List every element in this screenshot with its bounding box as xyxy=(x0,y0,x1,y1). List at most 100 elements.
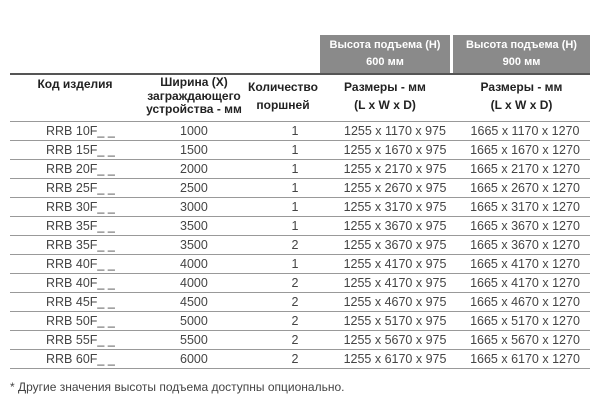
cell-code: RRB 10F_ _ xyxy=(10,121,138,141)
group-header-title: Высота подъема (H) xyxy=(329,39,441,51)
cell-pistons: 1 xyxy=(260,216,330,236)
cell-pistons: 2 xyxy=(260,349,330,369)
cell-code: RRB 40F_ _ xyxy=(10,273,138,293)
cell-dims-600: 1255 x 5670 x 975 xyxy=(330,330,460,350)
cell-width: 5000 xyxy=(138,311,260,331)
cell-code: RRB 45F_ _ xyxy=(10,292,138,312)
table-row: RRB 50F_ _ 5000 2 1255 x 5170 x 975 1665 x 5… xyxy=(10,311,590,331)
footnote: * Другие значения высоты подъема доступн… xyxy=(10,380,345,394)
table-row: RRB 45F_ _ 4500 2 1255 x 4670 x 975 1665 x 4… xyxy=(10,292,590,312)
cell-code: RRB 40F_ _ xyxy=(10,254,138,274)
cell-pistons: 2 xyxy=(260,330,330,350)
cell-dims-600: 1255 x 6170 x 975 xyxy=(330,349,460,369)
cell-dims-900: 1665 x 6170 x 1270 xyxy=(460,349,590,369)
cell-code: RRB 55F_ _ xyxy=(10,330,138,350)
cell-dims-600: 1255 x 3670 x 975 xyxy=(330,216,460,236)
group-header-height: 600 мм xyxy=(366,56,404,68)
cell-pistons: 1 xyxy=(260,254,330,274)
cell-pistons: 1 xyxy=(260,197,330,217)
cell-width: 2000 xyxy=(138,159,260,179)
cell-width: 1500 xyxy=(138,140,260,160)
cell-width: 1000 xyxy=(138,121,260,141)
cell-dims-600: 1255 x 3670 x 975 xyxy=(330,235,460,255)
product-table: RRB 10F_ _ 1000 1 1255 x 1170 x 975 1665 x 1… xyxy=(10,121,590,369)
cell-width: 6000 xyxy=(138,349,260,369)
cell-dims-900: 1665 x 3670 x 1270 xyxy=(460,216,590,236)
cell-width: 4000 xyxy=(138,273,260,293)
col-header-line: Ширина (X) xyxy=(160,75,228,89)
cell-width: 4500 xyxy=(138,292,260,312)
table-row: RRB 35F_ _ 3500 2 1255 x 3670 x 975 1665 x 3… xyxy=(10,235,590,255)
col-header-dims-600: Размеры - мм (L x W x D) xyxy=(320,78,450,114)
table-row: RRB 20F_ _ 2000 1 1255 x 2170 x 975 1665 x 2… xyxy=(10,159,590,179)
group-header-title: Высота подъема (H) xyxy=(466,39,577,51)
cell-dims-900: 1665 x 4170 x 1270 xyxy=(460,254,590,274)
cell-dims-900: 1665 x 3670 x 1270 xyxy=(460,235,590,255)
col-header-line: Размеры - мм xyxy=(344,80,426,94)
col-header-line: (L x W x D) xyxy=(354,98,416,112)
cell-width: 3500 xyxy=(138,235,260,255)
cell-dims-900: 1665 x 2670 x 1270 xyxy=(460,178,590,198)
cell-code: RRB 15F_ _ xyxy=(10,140,138,160)
cell-dims-600: 1255 x 2170 x 975 xyxy=(330,159,460,179)
cell-dims-900: 1665 x 4670 x 1270 xyxy=(460,292,590,312)
cell-dims-600: 1255 x 3170 x 975 xyxy=(330,197,460,217)
cell-pistons: 2 xyxy=(260,311,330,331)
table-row: RRB 15F_ _ 1500 1 1255 x 1670 x 975 1665 x 1… xyxy=(10,140,590,160)
table-row: RRB 55F_ _ 5500 2 1255 x 5670 x 975 1665 x 5… xyxy=(10,330,590,350)
cell-pistons: 2 xyxy=(260,235,330,255)
cell-dims-900: 1665 x 4170 x 1270 xyxy=(460,273,590,293)
cell-code: RRB 20F_ _ xyxy=(10,159,138,179)
cell-dims-600: 1255 x 1670 x 975 xyxy=(330,140,460,160)
cell-pistons: 1 xyxy=(260,159,330,179)
cell-dims-900: 1665 x 5670 x 1270 xyxy=(460,330,590,350)
cell-pistons: 1 xyxy=(260,140,330,160)
cell-dims-600: 1255 x 1170 x 975 xyxy=(330,121,460,141)
cell-width: 5500 xyxy=(138,330,260,350)
cell-dims-600: 1255 x 4170 x 975 xyxy=(330,273,460,293)
cell-code: RRB 30F_ _ xyxy=(10,197,138,217)
col-header-line: устройства - мм xyxy=(146,102,242,116)
table-row: RRB 40F_ _ 4000 2 1255 x 4170 x 975 1665 x 4… xyxy=(10,273,590,293)
cell-code: RRB 25F_ _ xyxy=(10,178,138,198)
cell-dims-600: 1255 x 4170 x 975 xyxy=(330,254,460,274)
cell-dims-600: 1255 x 2670 x 975 xyxy=(330,178,460,198)
cell-width: 3000 xyxy=(138,197,260,217)
cell-dims-900: 1665 x 2170 x 1270 xyxy=(460,159,590,179)
cell-pistons: 2 xyxy=(260,273,330,293)
cell-pistons: 1 xyxy=(260,121,330,141)
cell-dims-600: 1255 x 5170 x 975 xyxy=(330,311,460,331)
col-header-line: заграждающего xyxy=(147,88,241,103)
cell-width: 4000 xyxy=(138,254,260,274)
cell-dims-600: 1255 x 4670 x 975 xyxy=(330,292,460,312)
cell-dims-900: 1665 x 1670 x 1270 xyxy=(460,140,590,160)
group-header-height: 900 мм xyxy=(502,56,541,68)
col-header-line: Размеры - мм xyxy=(480,80,563,94)
group-header-900: Высота подъема (H) 900 мм xyxy=(453,35,590,73)
header-rule xyxy=(10,73,590,75)
cell-pistons: 2 xyxy=(260,292,330,312)
table-row: RRB 30F_ _ 3000 1 1255 x 3170 x 975 1665 x 3… xyxy=(10,197,590,217)
cell-width: 2500 xyxy=(138,178,260,198)
cell-dims-900: 1665 x 3170 x 1270 xyxy=(460,197,590,217)
group-header-600: Высота подъема (H) 600 мм xyxy=(320,35,450,73)
cell-dims-900: 1665 x 1170 x 1270 xyxy=(460,121,590,141)
col-header-line: Количество xyxy=(248,80,318,94)
cell-dims-900: 1665 x 5170 x 1270 xyxy=(460,311,590,331)
cell-code: RRB 60F_ _ xyxy=(10,349,138,369)
table-row: RRB 40F_ _ 4000 1 1255 x 4170 x 975 1665 x 4… xyxy=(10,254,590,274)
table-row: RRB 35F_ _ 3500 1 1255 x 3670 x 975 1665 x 3… xyxy=(10,216,590,236)
cell-code: RRB 50F_ _ xyxy=(10,311,138,331)
table-row: RRB 25F_ _ 2500 1 1255 x 2670 x 975 1665 x 2… xyxy=(10,178,590,198)
cell-code: RRB 35F_ _ xyxy=(10,216,138,236)
col-header-width: Ширина (X) заграждающего устройства - мм xyxy=(138,75,250,117)
cell-code: RRB 35F_ _ xyxy=(10,235,138,255)
table-row: RRB 60F_ _ 6000 2 1255 x 6170 x 975 1665 x 6… xyxy=(10,349,590,369)
cell-pistons: 1 xyxy=(260,178,330,198)
table-row: RRB 10F_ _ 1000 1 1255 x 1170 x 975 1665 x 1… xyxy=(10,121,590,141)
col-header-pistons: Количество поршней xyxy=(248,78,318,114)
col-header-line: (L x W x D) xyxy=(490,98,553,112)
cell-width: 3500 xyxy=(138,216,260,236)
col-header-line: Код изделия xyxy=(37,77,113,91)
col-header-dims-900: Размеры - мм (L x W x D) xyxy=(453,78,590,114)
